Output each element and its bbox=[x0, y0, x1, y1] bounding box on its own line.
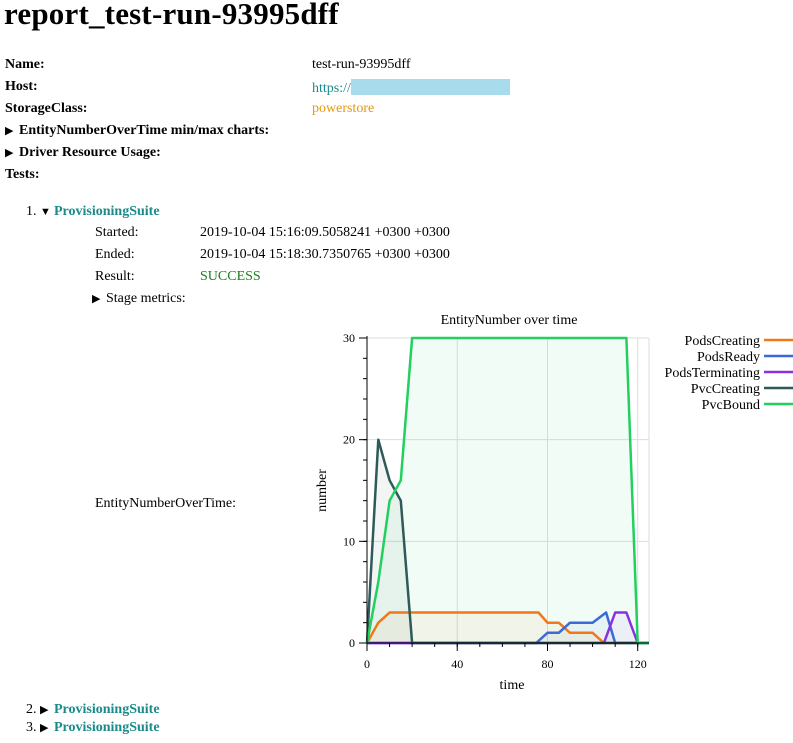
entity-minmax-toggle[interactable]: ▶ EntityNumberOverTime min/max charts: bbox=[5, 123, 269, 139]
name-value: test-run-93995dff bbox=[312, 57, 411, 72]
y-axis-label: number bbox=[315, 469, 330, 512]
x-tick-label: 80 bbox=[541, 657, 553, 671]
y-tick-label: 10 bbox=[343, 534, 355, 548]
host-value[interactable]: https:// bbox=[312, 79, 510, 97]
test-index: 3. bbox=[26, 720, 37, 735]
test-item-2[interactable]: 2. ▶ ProvisioningSuite bbox=[26, 702, 160, 718]
legend-label-PodsCreating: PodsCreating bbox=[685, 334, 760, 349]
result-label: Result: bbox=[95, 269, 135, 284]
driver-usage-label: Driver Resource Usage: bbox=[19, 145, 161, 160]
stage-metrics-label: Stage metrics: bbox=[106, 291, 186, 306]
triangle-right-icon[interactable]: ▶ bbox=[40, 704, 49, 716]
result-value: SUCCESS bbox=[200, 269, 261, 284]
storageclass-label: StorageClass: bbox=[5, 101, 88, 116]
y-tick-label: 30 bbox=[343, 331, 355, 345]
legend-label-PodsReady: PodsReady bbox=[697, 350, 760, 365]
series-area-PvcBound bbox=[367, 338, 649, 643]
test-index: 2. bbox=[26, 702, 37, 717]
stage-metrics-toggle[interactable]: ▶ Stage metrics: bbox=[92, 291, 186, 307]
x-tick-label: 40 bbox=[451, 657, 463, 671]
ended-value: 2019-10-04 15:18:30.7350765 +0300 +0300 bbox=[200, 247, 450, 262]
redacted-host-block bbox=[350, 79, 510, 95]
y-tick-label: 20 bbox=[343, 433, 355, 447]
triangle-right-icon[interactable]: ▶ bbox=[40, 722, 49, 734]
legend-label-PvcBound: PvcBound bbox=[702, 398, 760, 413]
test-index: 1. bbox=[26, 204, 37, 219]
ended-label: Ended: bbox=[95, 247, 135, 262]
series-area-PodsCreating bbox=[367, 612, 649, 643]
triangle-down-icon[interactable]: ▼ bbox=[40, 206, 51, 218]
report-title: report_test-run-93995dff bbox=[4, 0, 339, 31]
legend-label-PvcCreating: PvcCreating bbox=[691, 382, 760, 397]
triangle-right-icon: ▶ bbox=[5, 147, 14, 159]
entity-minmax-label: EntityNumberOverTime min/max charts: bbox=[19, 123, 270, 138]
chart-title: EntityNumber over time bbox=[441, 313, 578, 328]
test-item-3[interactable]: 3. ▶ ProvisioningSuite bbox=[26, 720, 160, 736]
series-line-PodsCreating bbox=[365, 611, 649, 645]
entity-number-chart: 0 10 20 30 0 40 80 120 EntityNumber over time tim… bbox=[315, 313, 793, 693]
triangle-right-icon: ▶ bbox=[5, 125, 14, 137]
started-label: Started: bbox=[95, 225, 139, 240]
test-item-1[interactable]: 1. ▼ ProvisioningSuite bbox=[26, 204, 160, 220]
series-area-PvcCreating bbox=[367, 439, 649, 643]
storageclass-value: powerstore bbox=[312, 101, 375, 116]
driver-usage-toggle[interactable]: ▶ Driver Resource Usage: bbox=[5, 145, 161, 161]
series-area-PodsReady bbox=[367, 612, 649, 643]
started-value: 2019-10-04 15:16:09.5058241 +0300 +0300 bbox=[200, 225, 450, 240]
x-tick-label: 0 bbox=[364, 657, 370, 671]
series-area-PodsTerminating bbox=[367, 612, 649, 643]
x-tick-label: 120 bbox=[629, 657, 647, 671]
triangle-right-icon: ▶ bbox=[92, 293, 101, 305]
x-axis-label: time bbox=[500, 678, 525, 693]
series-line-PvcBound bbox=[365, 336, 649, 645]
test-suite-link[interactable]: ProvisioningSuite bbox=[54, 720, 160, 735]
y-tick-label: 0 bbox=[349, 636, 355, 650]
host-label: Host: bbox=[5, 79, 38, 94]
test-suite-link[interactable]: ProvisioningSuite bbox=[54, 702, 160, 717]
series-line-PodsReady bbox=[367, 611, 649, 645]
tests-label: Tests: bbox=[5, 167, 40, 182]
entity-over-time-label: EntityNumberOverTime: bbox=[95, 496, 237, 511]
legend-label-PodsTerminating: PodsTerminating bbox=[665, 366, 760, 381]
name-label: Name: bbox=[5, 57, 45, 72]
test-suite-link[interactable]: ProvisioningSuite bbox=[54, 204, 160, 219]
host-link[interactable]: https:// bbox=[312, 81, 351, 96]
